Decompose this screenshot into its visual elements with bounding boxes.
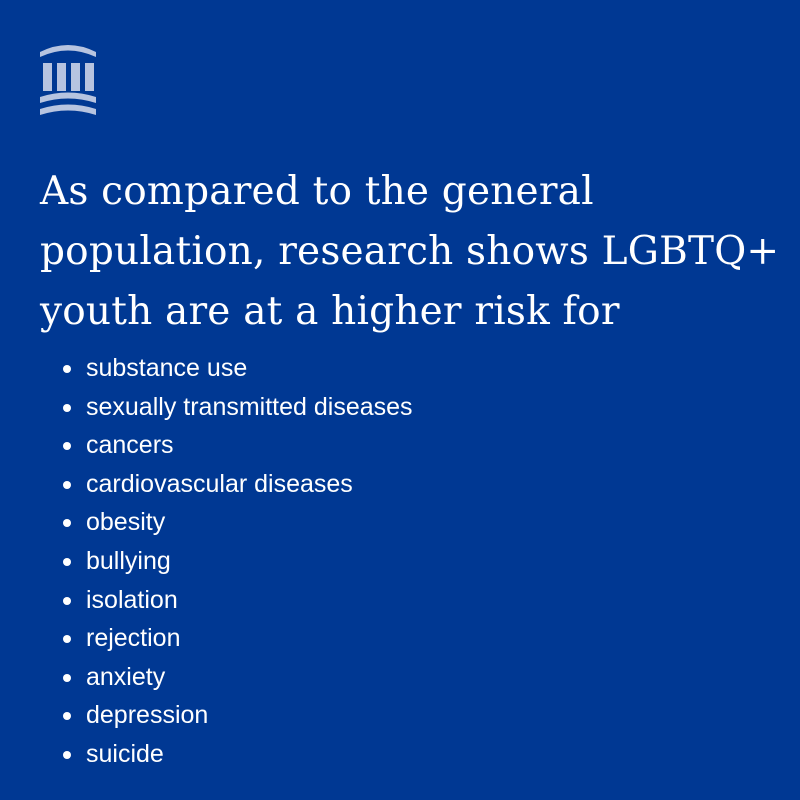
headline: As compared to the general population, re…	[40, 162, 780, 342]
risk-label: obesity	[86, 508, 166, 537]
risk-label: cancers	[86, 431, 174, 460]
list-item: sexually transmitted diseases	[0, 388, 760, 427]
list-item: rejection	[0, 619, 760, 658]
list-item: isolation	[0, 581, 760, 620]
headline-line: youth are at a higher risk for	[40, 289, 620, 334]
list-item: cancers	[0, 426, 760, 465]
risk-label: sexually transmitted diseases	[86, 392, 413, 421]
list-item: cardiovascular diseases	[0, 465, 760, 504]
risk-label: cardiovascular diseases	[86, 469, 353, 498]
list-item: anxiety	[0, 658, 760, 697]
list-item: suicide	[0, 735, 760, 774]
list-item: substance use	[0, 349, 760, 388]
headline-line: population, research shows LGBTQ+	[40, 229, 780, 274]
list-item: bullying	[0, 542, 760, 581]
bullet-icon	[63, 635, 71, 644]
risk-label: rejection	[86, 624, 181, 653]
bullet-icon	[63, 673, 71, 682]
bullet-icon	[63, 442, 71, 451]
risk-label: anxiety	[86, 662, 166, 691]
bullet-icon	[63, 480, 71, 489]
list-item: depression	[0, 696, 760, 735]
bullet-icon	[63, 596, 71, 605]
risk-label: suicide	[86, 739, 164, 768]
risk-label: isolation	[86, 585, 178, 614]
risk-list: substance use sexually transmitted disea…	[0, 349, 760, 774]
bullet-icon	[63, 750, 71, 759]
bullet-icon	[63, 712, 71, 721]
bullet-icon	[63, 365, 71, 373]
headline-line: As compared to the general	[40, 169, 594, 214]
list-item: obesity	[0, 503, 760, 542]
risk-label: substance use	[86, 354, 248, 382]
bullet-icon	[63, 519, 71, 528]
risk-label: depression	[86, 701, 209, 730]
institution-logo-icon	[39, 39, 97, 121]
risk-label: bullying	[86, 546, 171, 575]
bullet-icon	[63, 557, 71, 566]
bullet-icon	[63, 403, 71, 412]
